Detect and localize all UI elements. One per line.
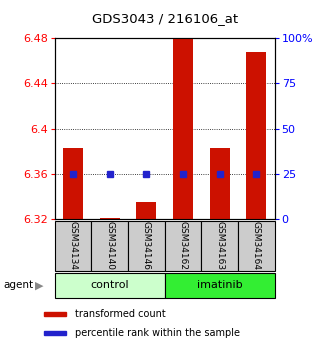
Text: GSM34162: GSM34162 <box>178 221 188 270</box>
Text: GSM34134: GSM34134 <box>69 221 77 270</box>
Text: GSM34140: GSM34140 <box>105 221 114 270</box>
Bar <box>44 331 66 335</box>
Bar <box>246 51 266 219</box>
Text: transformed count: transformed count <box>75 309 166 319</box>
Bar <box>238 221 275 271</box>
Text: GDS3043 / 216106_at: GDS3043 / 216106_at <box>92 12 239 25</box>
Text: ▶: ▶ <box>35 280 43 290</box>
Text: imatinib: imatinib <box>197 280 243 290</box>
Text: percentile rank within the sample: percentile rank within the sample <box>75 328 240 338</box>
Bar <box>128 221 165 271</box>
Bar <box>165 273 275 298</box>
Bar <box>165 221 201 271</box>
Bar <box>63 148 83 219</box>
Bar <box>201 221 238 271</box>
Bar <box>100 218 120 219</box>
Text: agent: agent <box>3 280 33 290</box>
Text: GSM34163: GSM34163 <box>215 221 224 270</box>
Text: control: control <box>90 280 129 290</box>
Bar <box>210 148 230 219</box>
Bar <box>173 23 193 219</box>
Bar <box>44 312 66 316</box>
Text: GSM34146: GSM34146 <box>142 221 151 270</box>
Bar <box>55 221 91 271</box>
Bar <box>55 273 165 298</box>
Bar <box>91 221 128 271</box>
Bar <box>136 202 157 219</box>
Text: GSM34164: GSM34164 <box>252 221 261 270</box>
